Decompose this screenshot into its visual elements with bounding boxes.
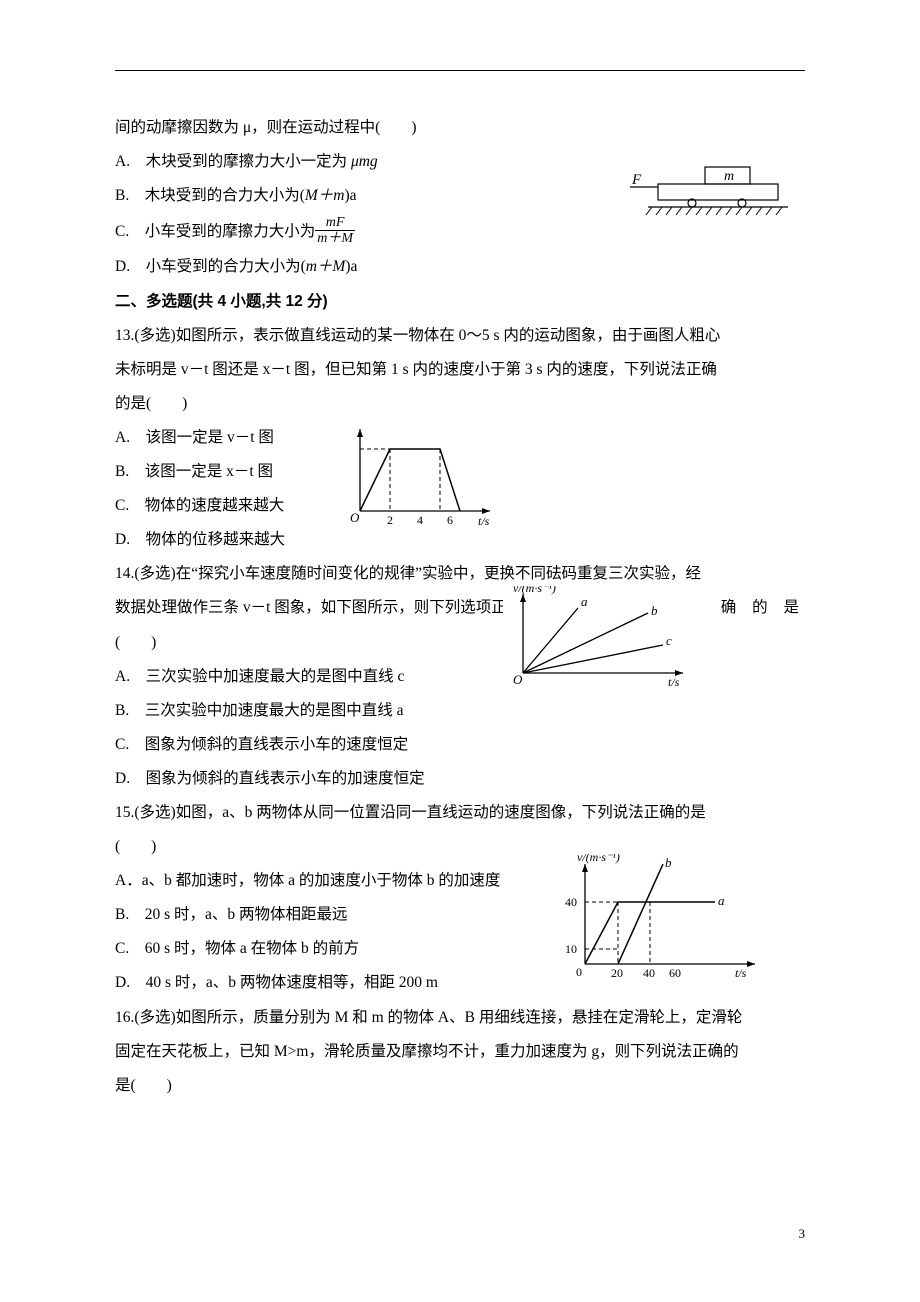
frac-den: m＋M [315, 231, 355, 246]
q12-optA-post: μmg [351, 153, 378, 170]
frac-num: mF [315, 215, 355, 231]
q15-line-b: b [665, 855, 672, 870]
q15-xlabel: t/s [735, 966, 747, 980]
q15-chart: a b 40 10 0 20 40 60 [555, 854, 770, 984]
q13-xlabel: t/s [478, 514, 490, 528]
q16-stem3: 是( ) [115, 1069, 805, 1103]
q13-tick-4: 4 [417, 513, 423, 527]
q12-optC: C. 小车受到的摩擦力大小为mFm＋M [115, 213, 805, 250]
q12-optD-pre: D. 小车受到的合力大小为( [115, 258, 306, 275]
q12-optC-pre: C. 小车受到的摩擦力大小为 [115, 223, 315, 240]
q14-stem2-post: 确 的 是 [721, 591, 805, 625]
q13-chart: O 2 4 6 t/s [335, 421, 505, 536]
q13-tick-2: 2 [387, 513, 393, 527]
q12-optD-mid: m＋M [306, 258, 346, 275]
q13-stem3: 的是( ) [115, 387, 805, 421]
q14-line-b: b [651, 603, 658, 618]
q15-xtick-40: 40 [643, 966, 655, 980]
q13-origin: O [350, 510, 360, 525]
q14-chart: a b c O v/(m·s⁻¹) t/s [503, 586, 698, 691]
q15-line-a: a [718, 893, 725, 908]
q13-tick-6: 6 [447, 513, 453, 527]
section2-header: 二、多选题(共 4 小题,共 12 分) [115, 285, 805, 319]
top-rule [115, 70, 805, 71]
q12-stem-cont: 间的动摩擦因数为 μ，则在运动过程中( ) [115, 111, 805, 145]
q12-frac: mFm＋M [315, 215, 355, 247]
q14-optC: C. 图象为倾斜的直线表示小车的速度恒定 [115, 728, 805, 762]
page: 间的动摩擦因数为 μ，则在运动过程中( ) m F [0, 0, 920, 1302]
q12-optD-post: )a [345, 258, 357, 275]
q12-optD: D. 小车受到的合力大小为(m＋M)a [115, 250, 805, 284]
q14-line-c: c [666, 633, 672, 648]
q15-ytick-10: 10 [565, 942, 577, 956]
q14-optB: B. 三次实验中加速度最大的是图中直线 a [115, 694, 805, 728]
q14-line-a: a [581, 594, 588, 609]
q14-stem2: 数据处理做作三条 v－t 图象，如下图所示，则下列选项正 确 的 是 [115, 591, 805, 625]
q15-stem1: 15.(多选)如图，a、b 两物体从同一位置沿同一直线运动的速度图像，下列说法正… [115, 796, 805, 830]
q12-optA-pre: A. 木块受到的摩擦力大小一定为 [115, 153, 351, 170]
q15-ytick-40: 40 [565, 895, 577, 909]
q14-optA: A. 三次实验中加速度最大的是图中直线 c [115, 660, 805, 694]
q15-xtick-60: 60 [669, 966, 681, 980]
q15-xtick-20: 20 [611, 966, 623, 980]
q15-origin: 0 [576, 965, 582, 979]
q12-optB: B. 木块受到的合力大小为(M＋m)a [115, 179, 805, 213]
q14-ylabel: v/(m·s⁻¹) [513, 586, 556, 595]
q12-optB-pre: B. 木块受到的合力大小为( [115, 187, 305, 204]
q16-stem2: 固定在天花板上，已知 M>m，滑轮质量及摩擦均不计，重力加速度为 g，则下列说法… [115, 1035, 805, 1069]
q14-stem3: ( ) [115, 626, 805, 660]
q13-stem1: 13.(多选)如图所示，表示做直线运动的某一物体在 0～5 s 内的运动图象，由… [115, 319, 805, 353]
q14-optD: D. 图象为倾斜的直线表示小车的加速度恒定 [115, 762, 805, 796]
q12-optB-post: )a [345, 187, 357, 204]
q14-stem2-pre: 数据处理做作三条 v－t 图象，如下图所示，则下列选项正 [115, 591, 507, 625]
page-number: 3 [799, 1226, 806, 1242]
q14-xlabel: t/s [668, 675, 680, 689]
q12-optB-mid: M＋m [305, 187, 345, 204]
q15-ylabel: v/(m·s⁻¹) [577, 854, 620, 864]
q14-stem1: 14.(多选)在“探究小车速度随时间变化的规律”实验中，更换不同砝码重复三次实验… [115, 557, 805, 591]
q16-stem1: 16.(多选)如图所示，质量分别为 M 和 m 的物体 A、B 用细线连接，悬挂… [115, 1001, 805, 1035]
q12-optA: A. 木块受到的摩擦力大小一定为 μmg [115, 145, 805, 179]
q14-origin: O [513, 672, 523, 687]
q13-stem2: 未标明是 v－t 图还是 x－t 图，但已知第 1 s 内的速度小于第 3 s … [115, 353, 805, 387]
